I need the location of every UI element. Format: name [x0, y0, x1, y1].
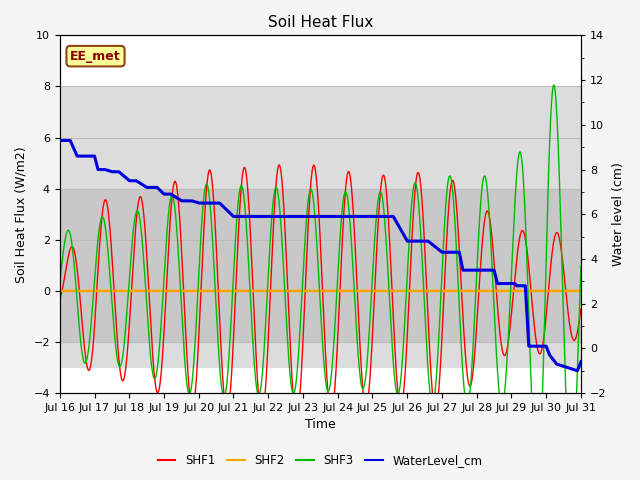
Bar [60, 86, 581, 368]
Bar [60, 189, 581, 342]
Text: EE_met: EE_met [70, 49, 121, 63]
Legend: SHF1, SHF2, SHF3, WaterLevel_cm: SHF1, SHF2, SHF3, WaterLevel_cm [153, 449, 487, 472]
Y-axis label: Water level (cm): Water level (cm) [612, 162, 625, 266]
X-axis label: Time: Time [305, 419, 336, 432]
Title: Soil Heat Flux: Soil Heat Flux [268, 15, 373, 30]
Y-axis label: Soil Heat Flux (W/m2): Soil Heat Flux (W/m2) [15, 146, 28, 283]
